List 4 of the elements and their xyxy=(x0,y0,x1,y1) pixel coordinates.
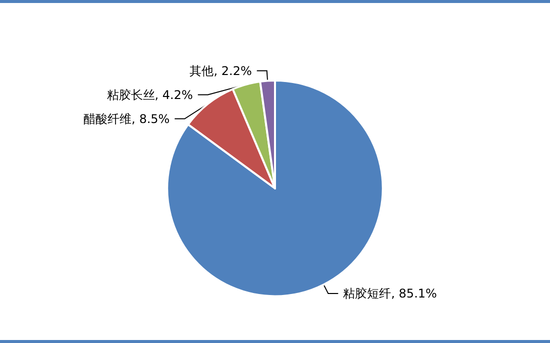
slice-label: 醋酸纤维, 8.5% xyxy=(84,112,170,126)
slice-label: 其他, 2.2% xyxy=(190,64,252,78)
slice-label: 粘胶短纤, 85.1% xyxy=(343,286,437,301)
slice-label: 粘胶长丝, 4.2% xyxy=(106,88,193,102)
